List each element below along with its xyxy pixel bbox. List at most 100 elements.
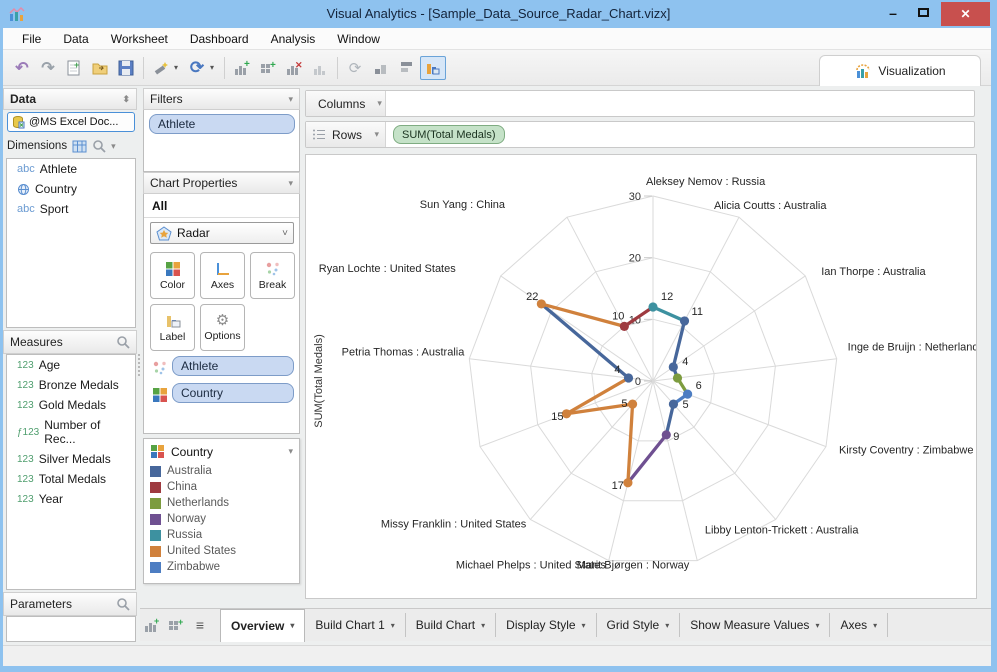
parameters-box[interactable] bbox=[6, 616, 136, 642]
search-icon[interactable] bbox=[116, 335, 130, 349]
measure-year[interactable]: 123 Year bbox=[7, 489, 135, 509]
data-panel-header[interactable]: Data ⬍ bbox=[3, 88, 137, 110]
columns-shelf-label[interactable]: Columns ▾ bbox=[306, 91, 386, 116]
options-button[interactable]: ⚙ Options bbox=[200, 304, 245, 351]
measure-age[interactable]: 123 Age bbox=[7, 355, 135, 375]
legend-label: China bbox=[167, 481, 198, 493]
visualization-tab[interactable]: Visualization bbox=[819, 55, 981, 86]
label-button[interactable]: Label bbox=[150, 304, 195, 351]
tab-dropdown-icon[interactable]: ▾ bbox=[390, 620, 395, 630]
filter-pill-athlete[interactable]: Athlete bbox=[149, 114, 295, 134]
search-icon[interactable] bbox=[116, 597, 130, 611]
new-chart-tab-icon[interactable]: + bbox=[140, 614, 164, 636]
tab-list-icon[interactable]: ≡ bbox=[195, 617, 205, 633]
tab-dropdown-icon[interactable]: ▾ bbox=[290, 621, 295, 630]
save-icon[interactable] bbox=[113, 56, 139, 80]
data-source-item[interactable]: @MS Excel Doc... bbox=[7, 112, 135, 132]
menu-worksheet[interactable]: Worksheet bbox=[110, 31, 168, 46]
measure-silver-medals[interactable]: 123 Silver Medals bbox=[7, 449, 135, 469]
break-field-pill[interactable]: Athlete bbox=[172, 356, 294, 376]
legend-item-china[interactable]: China bbox=[144, 479, 299, 495]
undo-icon[interactable]: ↶ bbox=[15, 59, 29, 77]
chart-properties-header[interactable]: Chart Properties ▾ bbox=[143, 172, 300, 194]
dimensions-dropdown-icon[interactable]: ▾ bbox=[111, 140, 116, 151]
rotate-icon[interactable]: ⟳ bbox=[348, 59, 362, 77]
add-crosstab-icon[interactable]: + bbox=[255, 56, 281, 80]
dimension-athlete[interactable]: abc Athlete bbox=[7, 159, 135, 179]
refresh-icon[interactable]: ⟳ bbox=[189, 57, 205, 77]
legend-item-united-states[interactable]: United States bbox=[144, 543, 299, 559]
chart-toggle-icon[interactable] bbox=[420, 55, 446, 80]
dimension-country[interactable]: Country bbox=[7, 179, 135, 199]
minimize-button[interactable]: – bbox=[889, 5, 897, 21]
tab-show-measure-values[interactable]: Show Measure Values ▾ bbox=[680, 609, 829, 641]
close-button[interactable]: ✕ bbox=[941, 2, 990, 26]
radar-chart-panel[interactable]: 0 10 20 30 SUM(Total Medals) 12 Aleksey Nemov … bbox=[305, 154, 985, 599]
menu-analysis[interactable]: Analysis bbox=[270, 31, 316, 46]
tab-dropdown-icon[interactable]: ▾ bbox=[873, 620, 878, 630]
dimension-sport[interactable]: abc Sport bbox=[7, 199, 135, 219]
break-icon bbox=[266, 262, 279, 275]
legend-item-netherlands[interactable]: Netherlands bbox=[144, 495, 299, 511]
measure-label: Gold Medals bbox=[38, 398, 107, 412]
columns-dropdown-icon[interactable]: ▾ bbox=[377, 98, 382, 108]
add-chart-icon[interactable]: + bbox=[229, 56, 255, 80]
legend-item-zimbabwe[interactable]: Zimbabwe bbox=[144, 559, 299, 575]
redo-icon[interactable]: ↷ bbox=[41, 59, 55, 77]
new-document-icon[interactable]: + bbox=[61, 56, 87, 80]
tab-grid-style[interactable]: Grid Style ▾ bbox=[597, 609, 680, 641]
open-folder-icon[interactable] bbox=[87, 56, 113, 80]
new-crosstab-tab-icon[interactable]: + bbox=[164, 614, 188, 636]
svg-text:11: 11 bbox=[692, 306, 703, 318]
tab-build-chart[interactable]: Build Chart ▾ bbox=[406, 609, 495, 641]
filters-header[interactable]: Filters ▾ bbox=[143, 88, 300, 110]
remove-chart-icon[interactable]: ✕ bbox=[281, 56, 307, 80]
filters-collapse-icon[interactable]: ▾ bbox=[288, 93, 293, 104]
measure-gold-medals[interactable]: 123 Gold Medals bbox=[7, 395, 135, 415]
chart-type-select[interactable]: Radar ˅ bbox=[150, 222, 294, 244]
color-button[interactable]: Color bbox=[150, 252, 195, 299]
tab-dropdown-icon[interactable]: ▾ bbox=[481, 620, 486, 630]
axes-button[interactable]: Axes bbox=[200, 252, 245, 299]
break-button[interactable]: Break bbox=[250, 252, 295, 299]
tab-label: Display Style bbox=[506, 618, 576, 632]
color-field-pill[interactable]: Country bbox=[172, 383, 294, 403]
panel-splitter[interactable] bbox=[138, 354, 142, 376]
menu-file[interactable]: File bbox=[22, 31, 42, 46]
menu-data[interactable]: Data bbox=[63, 31, 89, 46]
tab-display-style[interactable]: Display Style ▾ bbox=[496, 609, 595, 641]
tab-dropdown-icon[interactable]: ▾ bbox=[815, 620, 820, 630]
legend-item-russia[interactable]: Russia bbox=[144, 527, 299, 543]
maximize-button[interactable] bbox=[908, 3, 938, 25]
menu-dashboard[interactable]: Dashboard bbox=[189, 31, 249, 46]
measure-total-medals[interactable]: 123 Total Medals bbox=[7, 469, 135, 489]
measure-bronze-medals[interactable]: 123 Bronze Medals bbox=[7, 375, 135, 395]
refresh-dropdown-icon[interactable]: ▾ bbox=[210, 63, 215, 72]
tab-axes[interactable]: Axes ▾ bbox=[830, 609, 887, 641]
tab-dropdown-icon[interactable]: ▾ bbox=[581, 620, 586, 630]
tab-dropdown-icon[interactable]: ▾ bbox=[665, 620, 670, 630]
rows-shelf-label[interactable]: Rows ▾ bbox=[306, 122, 386, 147]
tab-overview[interactable]: Overview ▾ bbox=[220, 608, 306, 642]
align-top-icon[interactable] bbox=[394, 56, 420, 80]
legend-swatch bbox=[150, 545, 161, 557]
table-icon[interactable] bbox=[72, 140, 87, 153]
legend-item-norway[interactable]: Norway bbox=[144, 511, 299, 527]
legend-header[interactable]: Country ▾ bbox=[144, 439, 299, 463]
tab-build-chart-1[interactable]: Build Chart 1 ▾ bbox=[305, 609, 404, 641]
data-panel-sort-icon[interactable]: ⬍ bbox=[122, 93, 130, 104]
number-type-icon: 123 bbox=[17, 359, 34, 371]
measure-number-of-records[interactable]: ƒ123 Number of Rec... bbox=[7, 415, 135, 449]
legend-item-australia[interactable]: Australia bbox=[144, 463, 299, 479]
menu-window[interactable]: Window bbox=[337, 31, 380, 46]
search-icon[interactable] bbox=[92, 139, 106, 153]
wizard-dropdown-icon[interactable]: ▾ bbox=[174, 63, 179, 72]
svg-text:9: 9 bbox=[673, 431, 679, 443]
chart-properties-collapse-icon[interactable]: ▾ bbox=[288, 177, 293, 188]
rows-dropdown-icon[interactable]: ▾ bbox=[374, 129, 379, 139]
align-bottom-icon[interactable] bbox=[368, 56, 394, 80]
legend-collapse-icon[interactable]: ▾ bbox=[288, 446, 293, 456]
wizard-icon[interactable] bbox=[148, 56, 174, 80]
rows-pill-sum-total-medals[interactable]: SUM(Total Medals) bbox=[393, 125, 505, 144]
